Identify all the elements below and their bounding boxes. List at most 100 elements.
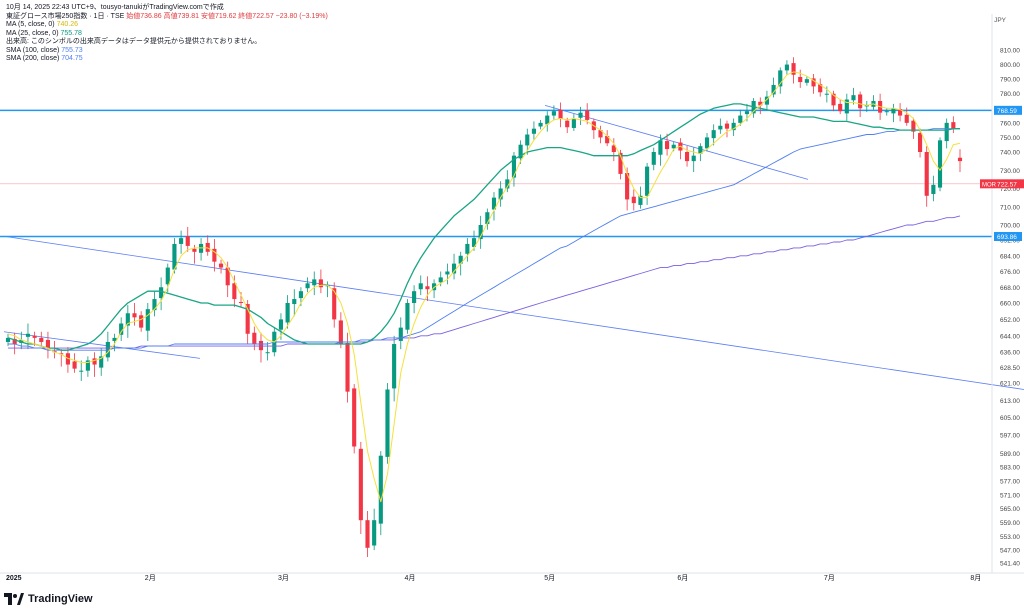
candle-body[interactable] (791, 63, 796, 75)
ma5-legend[interactable]: MA (5, close, 0) 740.26 (6, 21, 328, 30)
sma200-legend[interactable]: SMA (200, close) 704.75 (6, 55, 328, 64)
candle-body[interactable] (332, 288, 337, 320)
candle-body[interactable] (25, 333, 31, 337)
candle-body[interactable] (318, 279, 323, 288)
candle-body[interactable] (45, 339, 51, 349)
candle-body[interactable] (139, 315, 144, 328)
candle-body[interactable] (258, 340, 264, 351)
candle-body[interactable] (851, 95, 856, 101)
candle-body[interactable] (278, 319, 284, 330)
candle-body[interactable] (172, 243, 177, 270)
candle-body[interactable] (145, 309, 150, 331)
candle-body[interactable] (265, 352, 270, 354)
candle-body[interactable] (638, 195, 643, 205)
candle-body[interactable] (858, 94, 863, 109)
sma100-line[interactable] (8, 128, 960, 351)
candle-body[interactable] (784, 64, 789, 71)
candle-body[interactable] (458, 255, 463, 264)
candle-body[interactable] (605, 135, 610, 144)
candle-body[interactable] (724, 123, 730, 129)
candle-body[interactable] (105, 341, 110, 358)
candle-body[interactable] (665, 141, 670, 150)
candle-body[interactable] (957, 157, 963, 162)
candle-body[interactable] (545, 115, 550, 125)
candle-body[interactable] (711, 130, 716, 139)
candle-body[interactable] (758, 101, 763, 106)
candle-body[interactable] (551, 111, 556, 116)
candle-body[interactable] (232, 283, 237, 300)
candle-body[interactable] (511, 155, 517, 178)
candle-body[interactable] (671, 144, 676, 149)
tradingview-brand[interactable]: TradingView (4, 593, 93, 605)
candle-body[interactable] (917, 133, 923, 152)
candle-body[interactable] (525, 134, 530, 146)
candle-body[interactable] (478, 225, 483, 240)
candle-body[interactable] (99, 356, 104, 368)
candle-body[interactable] (292, 299, 297, 305)
candle-body[interactable] (398, 327, 403, 341)
ma5-line[interactable] (7, 71, 961, 503)
sma100-legend[interactable]: SMA (100, close) 755.73 (6, 47, 328, 56)
candle-body[interactable] (119, 323, 124, 335)
candle-body[interactable] (798, 76, 803, 83)
candle-body[interactable] (818, 84, 823, 93)
candle-body[interactable] (451, 263, 457, 274)
candle-body[interactable] (392, 344, 397, 389)
candle-body[interactable] (598, 130, 603, 138)
candle-body[interactable] (645, 166, 650, 196)
candle-body[interactable] (352, 388, 357, 447)
candle-body[interactable] (771, 84, 776, 95)
ma25-line[interactable] (7, 103, 960, 351)
candle-body[interactable] (245, 304, 250, 334)
candle-body[interactable] (285, 303, 290, 323)
candle-body[interactable] (558, 109, 563, 119)
candle-body[interactable] (465, 243, 470, 254)
candle-body[interactable] (5, 337, 11, 342)
candle-body[interactable] (824, 93, 829, 95)
candle-body[interactable] (365, 520, 370, 548)
candle-body[interactable] (85, 360, 90, 371)
candle-body[interactable] (831, 93, 836, 106)
candle-body[interactable] (438, 277, 443, 283)
candle-body[interactable] (565, 120, 570, 128)
candle-body[interactable] (731, 122, 736, 131)
candle-body[interactable] (212, 248, 217, 262)
candle-body[interactable] (378, 455, 383, 524)
candle-body[interactable] (159, 287, 164, 299)
candle-body[interactable] (778, 70, 783, 87)
candle-body[interactable] (405, 303, 410, 330)
candle-body[interactable] (764, 96, 770, 105)
candle-body[interactable] (185, 236, 190, 246)
candle-body[interactable] (12, 338, 17, 345)
candle-body[interactable] (372, 520, 377, 546)
candle-body[interactable] (844, 99, 849, 114)
candle-body[interactable] (179, 238, 184, 244)
candle-body[interactable] (505, 179, 510, 189)
candle-body[interactable] (704, 137, 710, 149)
candle-body[interactable] (471, 238, 477, 247)
candle-body[interactable] (611, 145, 616, 152)
candle-body[interactable] (618, 152, 623, 174)
candle-body[interactable] (884, 111, 889, 113)
candle-body[interactable] (531, 128, 536, 134)
candle-body[interactable] (651, 152, 656, 165)
candle-body[interactable] (684, 152, 690, 162)
candle-body[interactable] (658, 140, 663, 155)
candle-body[interactable] (931, 184, 936, 194)
candle-body[interactable] (578, 112, 583, 118)
candle-body[interactable] (631, 196, 636, 204)
candle-body[interactable] (538, 122, 543, 127)
ma25-legend[interactable]: MA (25, close, 0) 755.78 (6, 30, 328, 39)
candle-body[interactable] (252, 332, 257, 345)
candle-body[interactable] (165, 267, 170, 285)
candle-body[interactable] (911, 120, 916, 132)
candle-body[interactable] (132, 313, 137, 318)
candle-body[interactable] (412, 291, 417, 303)
candle-body[interactable] (238, 302, 244, 304)
candle-body[interactable] (744, 111, 750, 115)
candle-body[interactable] (39, 337, 44, 342)
candle-body[interactable] (738, 115, 743, 123)
candle-body[interactable] (891, 108, 896, 114)
candle-body[interactable] (345, 343, 350, 392)
